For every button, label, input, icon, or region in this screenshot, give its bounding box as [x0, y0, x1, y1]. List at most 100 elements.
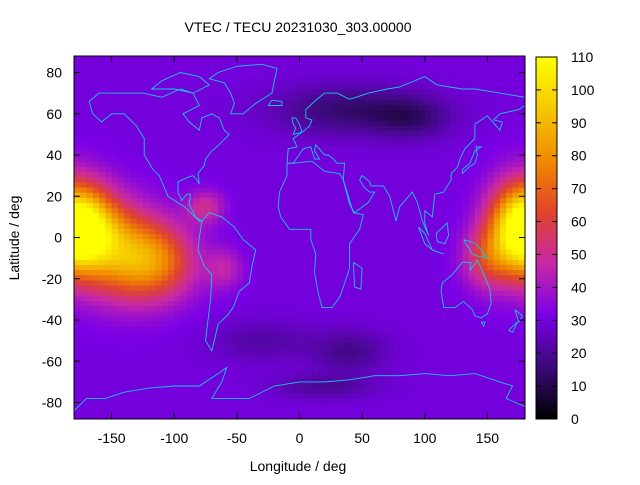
heat-cell [230, 109, 238, 116]
heat-cell [349, 269, 357, 276]
heat-cell [167, 186, 175, 193]
heat-cell [86, 58, 94, 64]
heat-cell [124, 181, 131, 188]
heat-cell [293, 290, 301, 296]
heat-cell [456, 413, 463, 419]
heat-cell [274, 176, 282, 183]
heat-cell [86, 336, 94, 343]
heat-cell [449, 166, 457, 173]
heat-cell [261, 326, 269, 332]
heat-cell [124, 259, 131, 265]
heat-cell [518, 125, 525, 131]
heat-cell [462, 94, 470, 100]
heat-cell [199, 58, 207, 64]
heat-cell [474, 217, 482, 224]
heat-cell [349, 248, 357, 255]
heat-cell [124, 393, 131, 399]
heat-cell [330, 341, 338, 348]
heat-cell [161, 367, 169, 374]
heat-cell [186, 207, 194, 214]
heat-cell [230, 228, 238, 234]
heat-cell [280, 68, 288, 75]
heat-cell [493, 362, 501, 369]
heat-cell [167, 259, 175, 265]
heat-cell [393, 336, 401, 343]
heat-cell [380, 398, 388, 405]
heat-cell [161, 233, 169, 240]
heat-cell [449, 326, 457, 332]
heat-cell [193, 99, 200, 106]
heat-cell [343, 295, 351, 302]
heat-cell [387, 233, 395, 240]
heat-cell [349, 367, 357, 374]
heat-cell [243, 393, 250, 399]
heat-cell [92, 290, 100, 296]
heat-cell [218, 388, 225, 394]
heat-cell [155, 166, 163, 173]
heat-cell [155, 362, 163, 369]
heat-cell [174, 94, 182, 100]
heat-cell [218, 130, 225, 137]
heat-cell [305, 186, 313, 193]
heat-cell [180, 248, 188, 255]
heat-cell [249, 233, 257, 240]
heat-cell [380, 290, 388, 296]
heat-cell [236, 264, 244, 271]
heat-cell [130, 413, 138, 419]
heat-cell [199, 300, 207, 307]
heat-cell [136, 78, 144, 85]
heat-cell [412, 119, 420, 126]
heat-cell [205, 228, 213, 234]
heat-cell [124, 284, 131, 291]
heat-cell [493, 274, 501, 281]
heat-cell [111, 83, 119, 90]
heat-cell [167, 68, 175, 75]
heat-cell [136, 336, 144, 343]
heat-cell [86, 377, 94, 384]
heat-cell [136, 269, 144, 276]
heat-cell [255, 290, 263, 296]
heat-cell [462, 284, 470, 291]
heat-cell [493, 233, 501, 240]
heat-cell [218, 331, 225, 338]
heat-cell [437, 331, 445, 338]
heat-cell [318, 331, 326, 338]
heat-cell [368, 331, 376, 338]
heat-cell [255, 300, 263, 307]
heat-cell [487, 212, 495, 219]
heat-cell [431, 228, 438, 234]
heat-cell [399, 238, 407, 245]
heat-cell [305, 94, 313, 100]
heat-cell [255, 171, 263, 178]
heat-cell [280, 295, 288, 302]
heat-cell [493, 259, 501, 265]
heat-cell [255, 248, 263, 255]
heat-cell [481, 367, 489, 374]
heat-cell [286, 341, 294, 348]
heat-cell [274, 295, 282, 302]
heat-cell [180, 125, 188, 131]
heat-cell [405, 145, 413, 152]
heat-cell [312, 393, 319, 399]
heat-cell [261, 238, 269, 245]
heat-cell [399, 166, 407, 173]
heat-cell [499, 408, 507, 415]
heat-cell [456, 109, 463, 116]
heat-cell [155, 295, 163, 302]
heat-cell [218, 73, 225, 80]
heat-cell [343, 367, 351, 374]
heat-cell [362, 331, 369, 338]
heat-cell [142, 398, 150, 405]
heat-cell [86, 89, 94, 95]
heat-cell [111, 243, 119, 250]
heat-cell [431, 300, 438, 307]
heat-cell [105, 135, 113, 142]
heat-cell [405, 274, 413, 281]
heat-cell [412, 295, 420, 302]
heat-cell [92, 336, 100, 343]
heat-cell [117, 104, 125, 111]
heat-cell [437, 403, 445, 410]
heat-cell [124, 83, 131, 90]
heat-cell [399, 243, 407, 250]
heat-cell [349, 336, 357, 343]
